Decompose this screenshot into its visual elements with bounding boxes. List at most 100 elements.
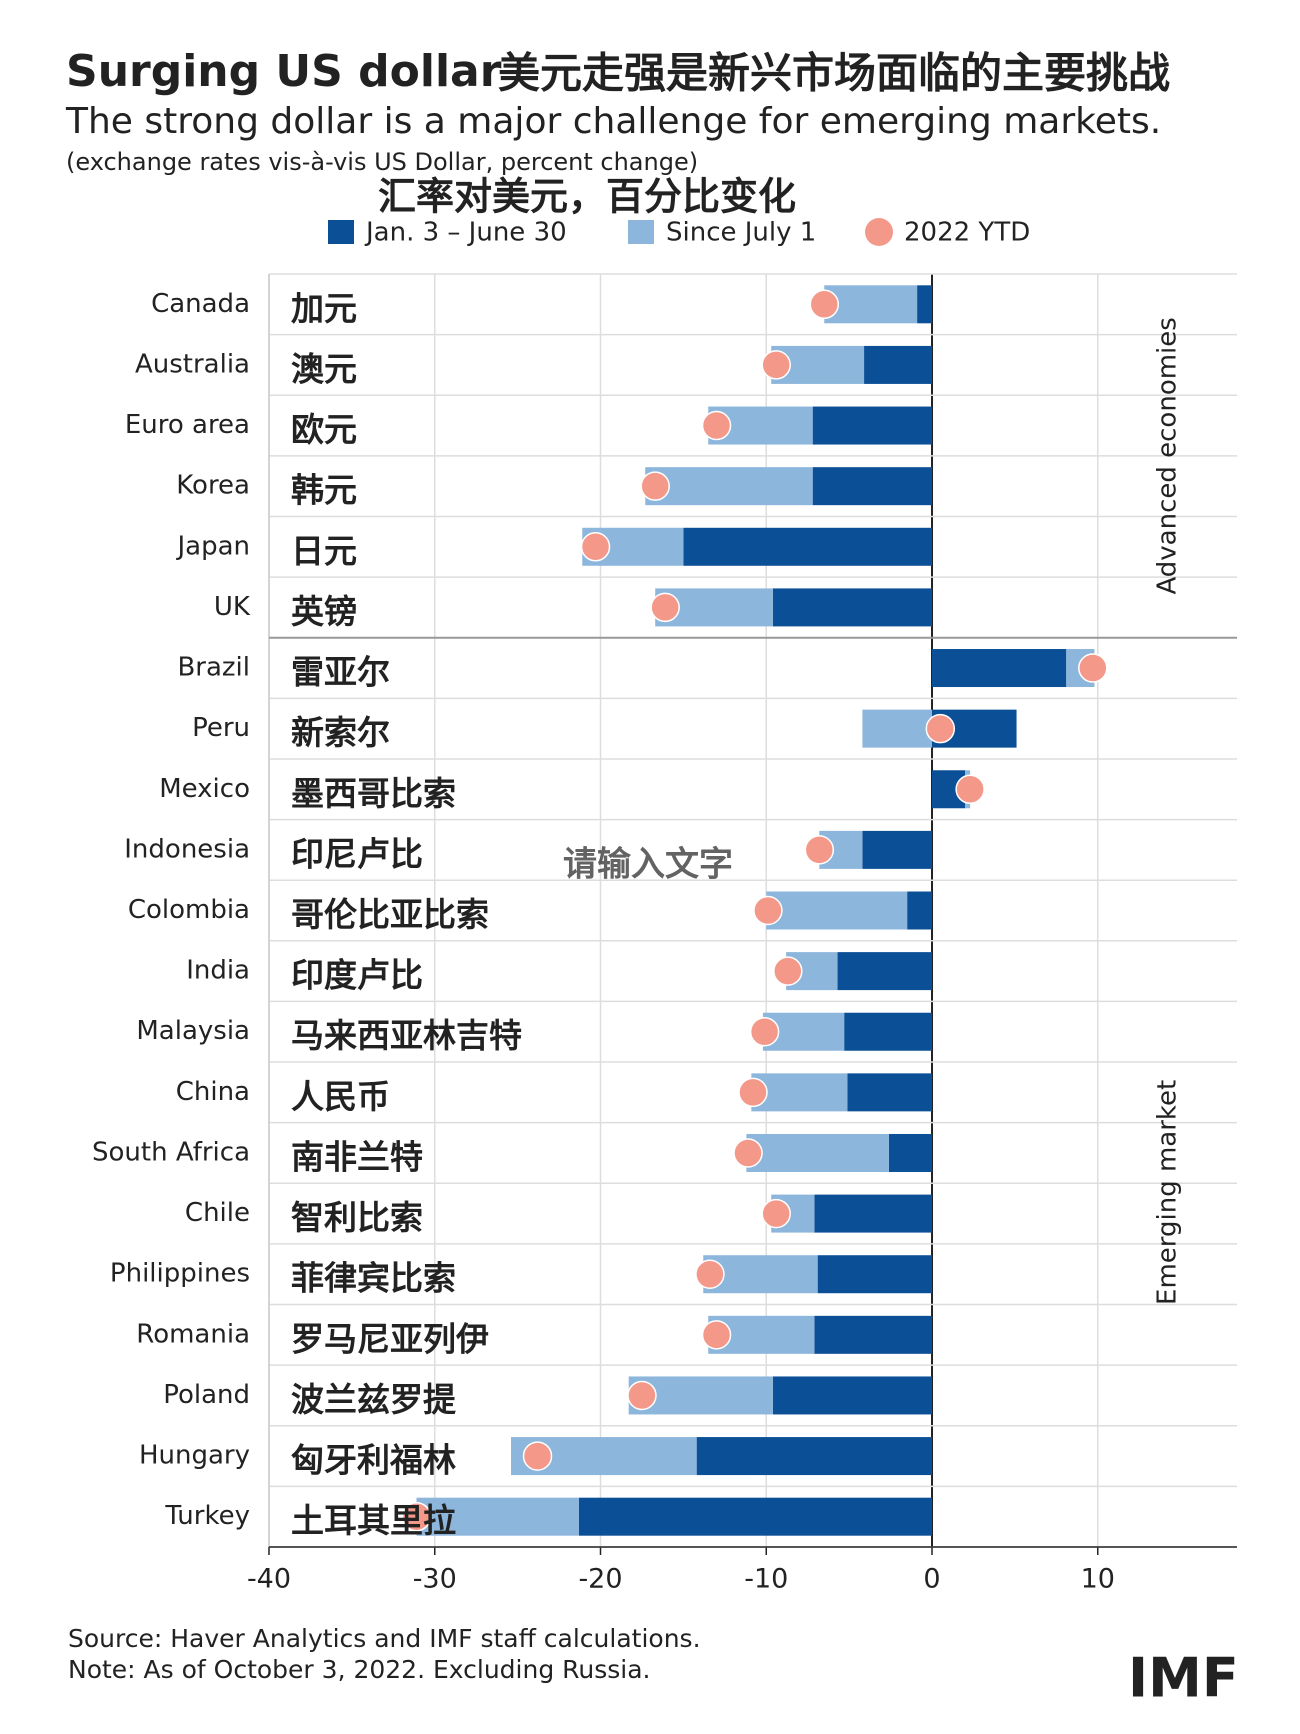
bar-segment [812,467,933,506]
bar-segment [746,1133,889,1172]
ytd-dot [733,1138,763,1168]
subtitle: The strong dollar is a major challenge f… [65,101,1161,142]
x-tick-label: -10 [744,1564,788,1595]
category-label-cn: 匈牙利福林 [291,1441,456,1480]
bar-segment [932,649,1067,688]
y-tick-label: South Africa [92,1137,250,1167]
bar-segment [917,285,933,324]
ytd-dot [627,1380,657,1411]
category-label-cn: 印尼卢比 [291,834,423,873]
bar-segment [416,1497,579,1536]
y-tick-label: Malaysia [136,1016,250,1046]
bar-segment [645,467,813,506]
ytd-dot [640,471,670,501]
chart-title: Surging US dollar [66,46,502,97]
ytd-dot [701,1320,732,1350]
y-tick-label: India [186,956,250,986]
y-tick-label: Poland [163,1380,250,1410]
ytd-dot [701,410,732,441]
y-tick-label: Hungary [139,1441,250,1471]
category-label-cn: 智利比索 [291,1198,423,1237]
bar-segment [814,1194,933,1233]
category-label-cn: 马来西亚林吉特 [291,1016,522,1055]
y-tick-label: Indonesia [124,834,250,864]
legend-swatch [328,220,354,244]
legend-label: Jan. 3 – June 30 [364,218,567,248]
bar-segment [696,1437,933,1476]
watermark: 请输入文字 [563,845,733,885]
bar-segment [817,1255,933,1294]
category-label-cn: 墨西哥比索 [291,774,456,813]
logo: IMF [1128,1647,1239,1710]
bar-segment [766,891,908,930]
y-tick-label: Euro area [125,410,250,440]
category-label-cn: 波兰兹罗提 [291,1380,457,1419]
ytd-dot [761,350,791,380]
source: Source: Haver Analytics and IMF staff ca… [68,1624,701,1653]
ytd-dot [695,1259,725,1289]
legend-label: Since July 1 [666,218,816,248]
bar-segment [772,588,933,627]
ytd-dot [738,1077,768,1108]
category-label-cn: 加元 [291,289,357,328]
category-label-cn: 南非兰特 [291,1137,423,1176]
category-label-cn: 韩元 [291,471,357,510]
legend-swatch [865,218,893,246]
category-label-cn: 雷亚尔 [291,653,390,692]
category-label-cn: 哥伦比亚比索 [291,895,489,934]
legend-swatch [628,220,654,244]
ytd-dot [753,895,783,926]
ytd-dot [925,713,956,744]
bar-segment [862,830,933,869]
x-tick-label: 10 [1081,1564,1115,1595]
ytd-dot [650,592,680,623]
bar-segment [824,285,918,324]
bar-segment [844,1012,933,1051]
ytd-dot [955,774,985,805]
ytd-dot [749,1016,780,1047]
ytd-dot [1078,653,1108,683]
bar-segment [907,891,933,930]
category-label-cn: 人民币 [291,1077,390,1116]
x-tick-label: -40 [247,1564,291,1595]
y-tick-label: Brazil [177,653,250,683]
ytd-dot [809,289,840,320]
y-tick-label: UK [214,592,251,622]
bar-segment [814,1315,933,1354]
note: Note: As of October 3, 2022. Excluding R… [68,1655,651,1684]
chart-title-cn: 美元走强是新兴市场面临的主要挑战 [498,49,1170,98]
y-tick-label: Turkey [164,1501,250,1531]
bar-segment [847,1073,933,1112]
category-label-cn: 罗马尼亚列伊 [291,1319,489,1358]
unit-note: (exchange rates vis-à-vis US Dollar, per… [66,148,698,176]
y-tick-label: Chile [185,1198,250,1228]
x-tick-label: -20 [578,1564,622,1595]
y-tick-label: Canada [151,289,250,319]
y-tick-label: Colombia [128,895,250,925]
bar-segment [812,406,933,445]
y-tick-label: Korea [176,471,250,501]
y-tick-label: Philippines [110,1259,250,1289]
category-label-cn: 印度卢比 [291,956,423,995]
subtitle-cn: 汇率对美元，百分比变化 [378,175,796,219]
bar-segment [772,1376,933,1415]
ytd-dot [773,956,803,986]
ytd-dot [804,835,835,865]
category-label-cn: 新索尔 [291,713,390,752]
bar-segment [578,1497,933,1536]
bar-segment [683,527,933,566]
ytd-dot [580,532,611,562]
category-label-cn: 澳元 [291,349,357,388]
category-label-cn: 菲律宾比索 [291,1259,456,1298]
category-label-cn: 英镑 [291,592,357,631]
ytd-dot [761,1198,791,1229]
y-tick-label: Australia [135,349,250,379]
bar-segment [837,952,933,991]
group-label: Emerging market [1153,1080,1183,1305]
ytd-dot [401,1501,432,1532]
y-tick-label: Japan [175,531,250,561]
category-label-cn: 土耳其里拉 [291,1501,456,1540]
x-tick-label: -30 [413,1564,457,1595]
group-label: Advanced economies [1153,317,1183,594]
